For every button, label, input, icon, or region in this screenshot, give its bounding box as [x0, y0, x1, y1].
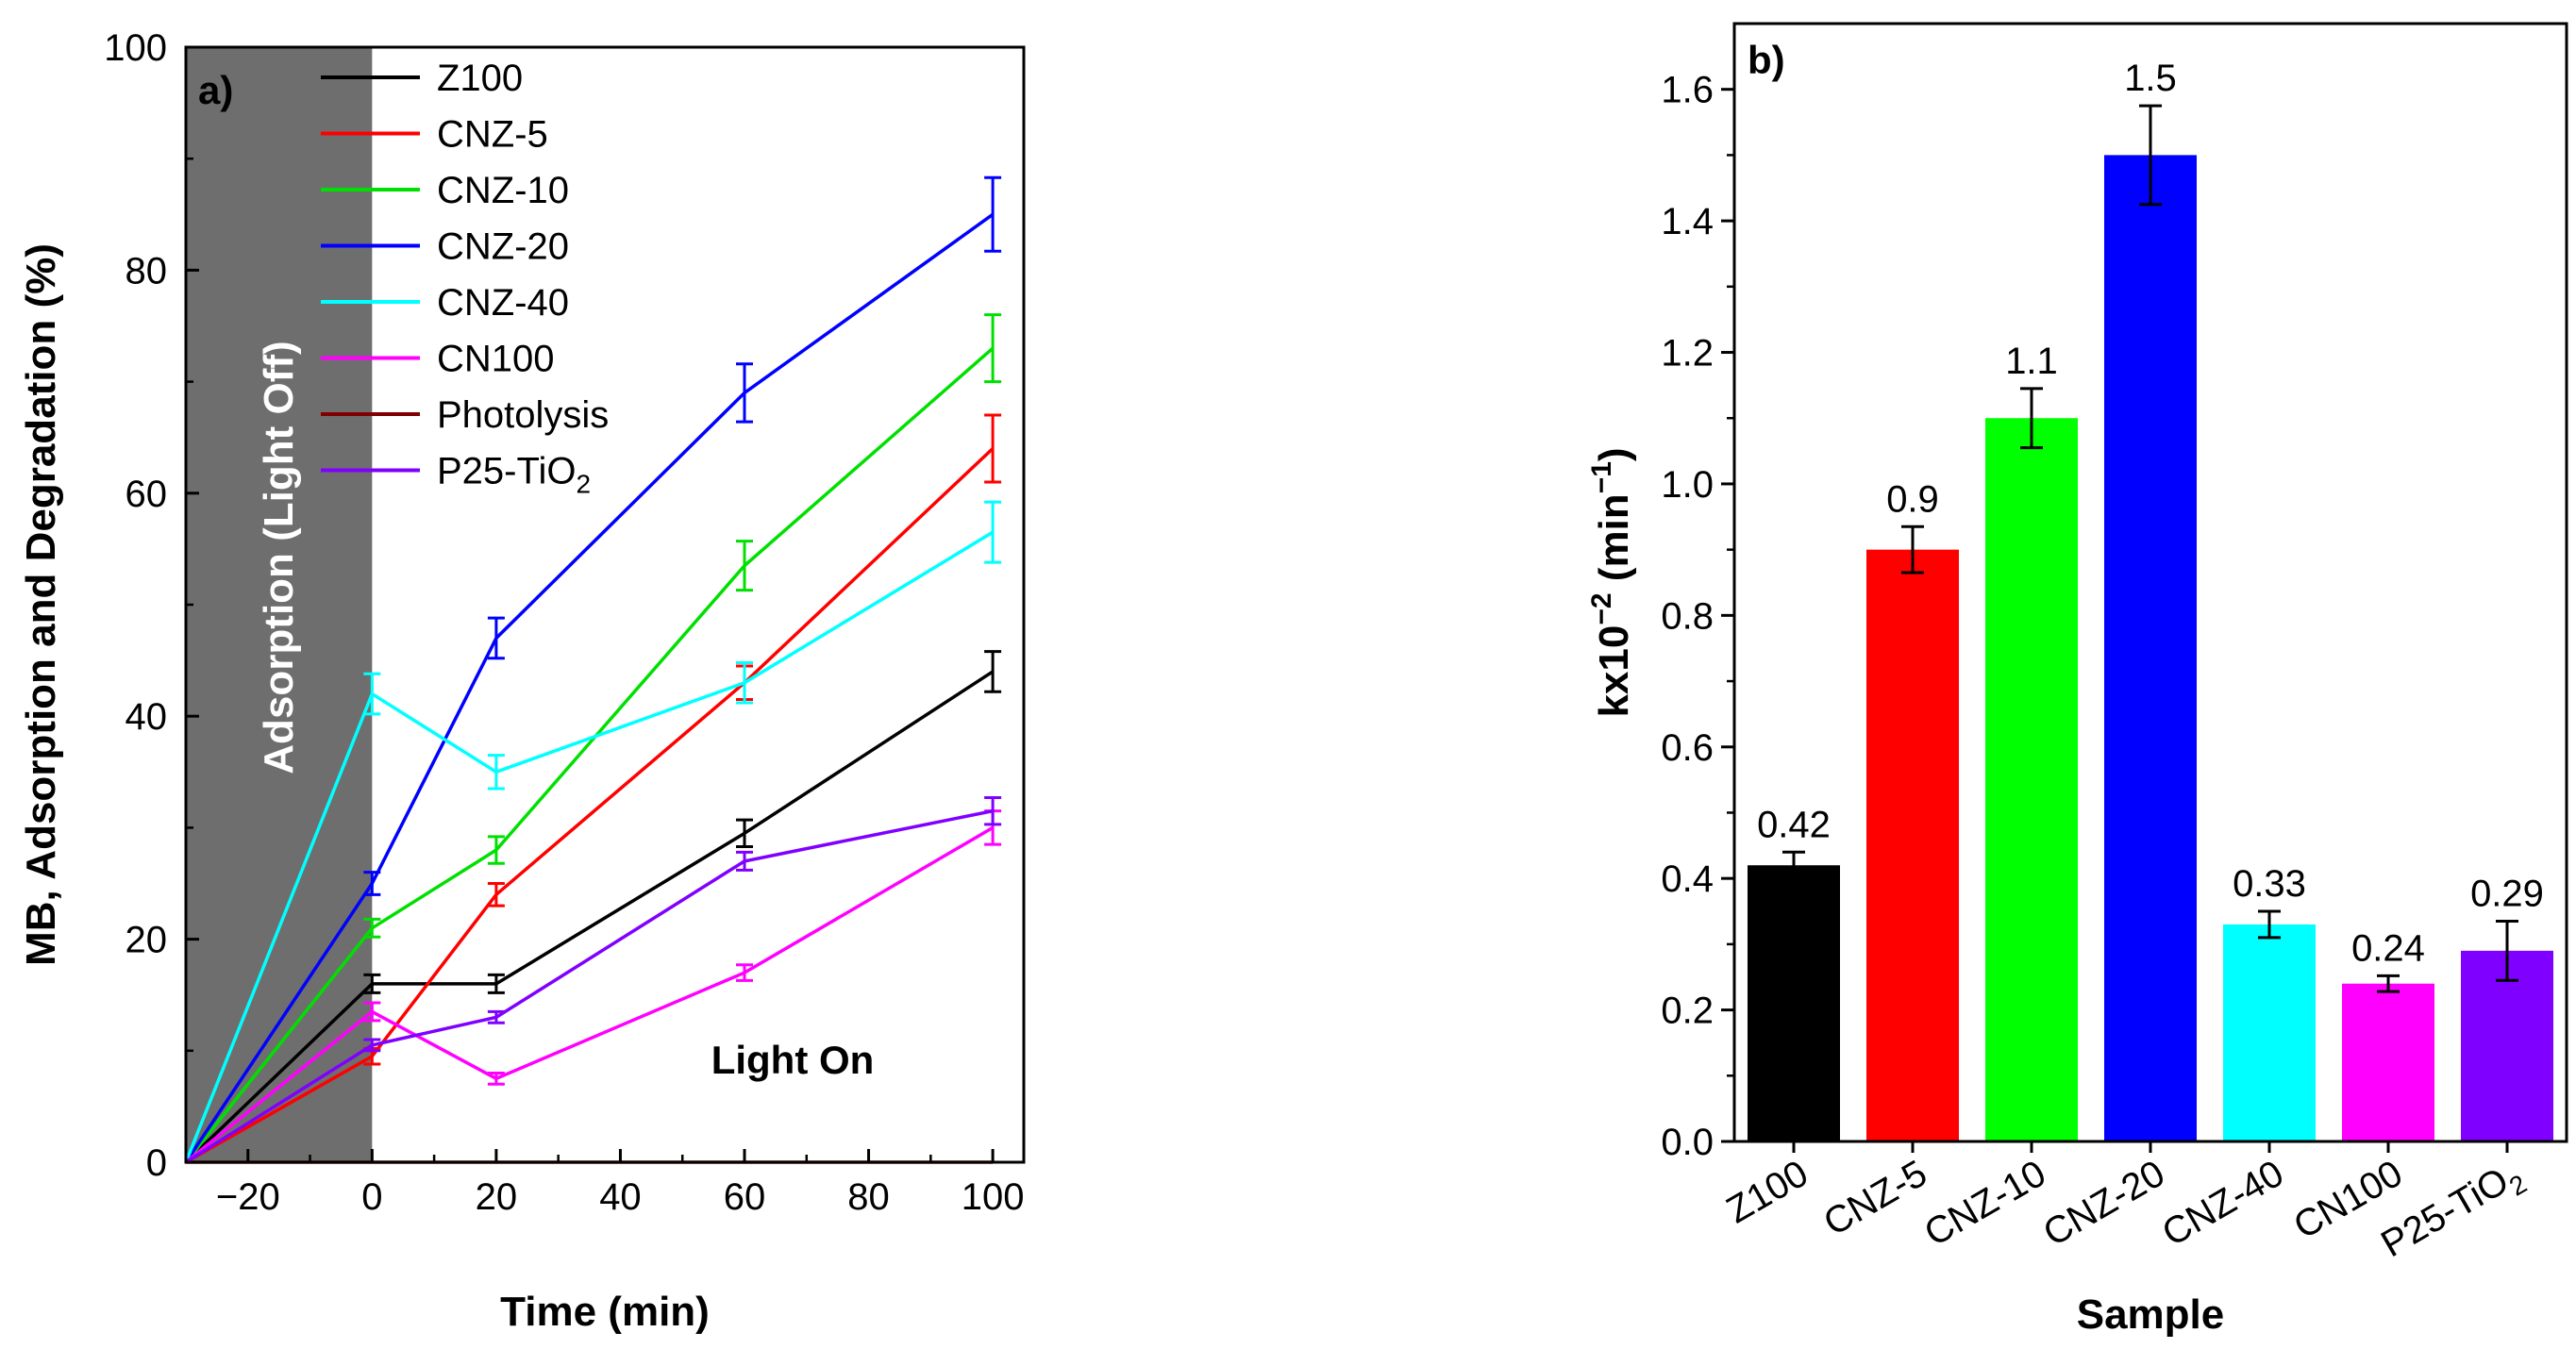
y-axis-label-b: kx10−2 (min−1): [1586, 447, 1637, 717]
panel-label-b: b): [1748, 38, 1785, 82]
x-tick-label: 60: [724, 1176, 766, 1218]
y-tick-label: 0: [146, 1142, 167, 1184]
error-bar-2-1: [363, 917, 381, 939]
bar-5: [2342, 983, 2434, 1141]
x-tick-label: 20: [476, 1176, 518, 1218]
error-bar-2-2: [487, 835, 505, 865]
error-bar-3-3: [736, 362, 753, 424]
y-tick-label-b: 1.0: [1661, 464, 1714, 506]
plot-frame-b: [1732, 22, 2568, 1143]
error-bar-0-4: [984, 650, 1002, 693]
legend-label-3: CNZ-20: [437, 226, 569, 268]
error-bar-4-3: [736, 660, 753, 705]
x-axis-label: Time (min): [500, 1289, 710, 1335]
error-bar-4-1: [363, 672, 381, 716]
error-bar-4-2: [487, 754, 505, 791]
category-label-4: CNZ-40: [2155, 1153, 2290, 1255]
error-bar-3-1: [363, 871, 381, 896]
category-label-3: CNZ-20: [2036, 1153, 2171, 1255]
legend-a: Z100 CNZ-5 CNZ-10 CNZ-20 CNZ-40 CN100 Photolys…: [321, 58, 609, 499]
category-label-2: CNZ-10: [1917, 1153, 2052, 1255]
x-tick-label: 80: [847, 1176, 890, 1218]
bar-error-0: [1782, 850, 1805, 880]
error-bar-5-1: [363, 1001, 381, 1023]
light-on-annotation: Light On: [711, 1038, 875, 1082]
bar-value-label-0: 0.42: [1757, 804, 1831, 845]
error-bar-1-4: [984, 413, 1002, 484]
error-bar-0-2: [487, 973, 505, 994]
y-tick-label-b: 1.4: [1661, 201, 1714, 242]
bar-error-1: [1901, 525, 1924, 575]
bar-4: [2223, 924, 2316, 1141]
error-bar-3-4: [984, 175, 1002, 253]
bar-2: [1985, 418, 2078, 1141]
bar-0: [1748, 865, 1840, 1141]
error-bar-7-2: [487, 1009, 505, 1024]
bar-value-label-4: 0.33: [2233, 863, 2306, 905]
bar-6: [2461, 950, 2553, 1141]
legend-label-0: Z100: [437, 58, 523, 99]
panel-b-bar-chart: 0.42 Z100 0.9 CNZ-5 1.1 CNZ-10 1.5 CNZ-20 0.33 CN…: [1586, 22, 2568, 1338]
legend-label-2: CNZ-10: [437, 170, 569, 211]
category-label-0: Z100: [1720, 1153, 1815, 1232]
bar-value-label-6: 0.29: [2470, 873, 2544, 914]
bar-error-3: [2139, 104, 2162, 207]
bar-value-label-2: 1.1: [2005, 341, 2058, 382]
panel-label-a: a): [198, 68, 233, 112]
x-tick-label: 0: [361, 1176, 382, 1218]
y-tick-label: 60: [125, 474, 168, 515]
error-bar-7-3: [736, 850, 753, 872]
legend-label-5: CN100: [437, 339, 555, 380]
y-tick-label-b: 0.4: [1661, 858, 1714, 900]
bar-3: [2104, 155, 2197, 1142]
error-bar-2-3: [736, 540, 753, 592]
y-tick-label: 100: [104, 27, 167, 69]
y-tick-label-b: 0.8: [1661, 595, 1714, 637]
legend-label-6: Photolysis: [437, 394, 609, 436]
shaded-region-label: Adsorption (Light Off): [256, 341, 302, 774]
y-tick-label: 40: [125, 696, 168, 738]
bar-value-label-3: 1.5: [2124, 58, 2177, 99]
y-tick-label-b: 0.0: [1661, 1122, 1714, 1163]
error-bar-5-3: [736, 963, 753, 982]
bar-error-2: [2020, 387, 2043, 450]
error-bar-0-3: [736, 818, 753, 848]
bar-error-5: [2377, 974, 2400, 993]
error-bar-7-4: [984, 795, 1002, 826]
y-tick-label-b: 0.6: [1661, 727, 1714, 769]
bar-value-label-5: 0.24: [2351, 927, 2425, 969]
category-label-1: CNZ-5: [1816, 1153, 1933, 1244]
x-tick-label: −20: [216, 1176, 280, 1218]
legend-label-4: CNZ-40: [437, 282, 569, 324]
error-bar-5-2: [487, 1071, 505, 1086]
x-tick-label: 40: [599, 1176, 642, 1218]
legend-label-7: P25-TiO2: [437, 451, 591, 499]
error-bar-2-4: [984, 313, 1002, 384]
x-axis-label-b: Sample: [2077, 1291, 2225, 1338]
y-tick-label: 80: [125, 250, 168, 291]
bar-1: [1866, 549, 1959, 1141]
error-bar-1-2: [487, 882, 505, 908]
x-tick-label: 100: [962, 1176, 1025, 1218]
bar-error-4: [2258, 909, 2281, 940]
y-axis-label: MB, Adsorption and Degradation (%): [18, 243, 64, 966]
error-bar-4-4: [984, 500, 1002, 564]
error-bar-3-2: [487, 616, 505, 660]
adsorption-shaded-region: [186, 47, 373, 1162]
y-tick-label-b: 1.2: [1661, 333, 1714, 375]
panel-a-line-chart: Adsorption (Light Off) −20 0 20 40 60 80 100 0 20…: [18, 27, 1026, 1335]
error-bar-7-1: [363, 1038, 381, 1053]
bar-value-label-1: 0.9: [1886, 478, 1939, 520]
error-bar-0-1: [363, 973, 381, 994]
y-tick-label: 20: [125, 920, 168, 961]
y-tick-label-b: 0.2: [1661, 991, 1714, 1032]
legend-label-1: CNZ-5: [437, 114, 548, 156]
bar-error-6: [2496, 919, 2518, 982]
y-tick-label-b: 1.6: [1661, 70, 1714, 111]
